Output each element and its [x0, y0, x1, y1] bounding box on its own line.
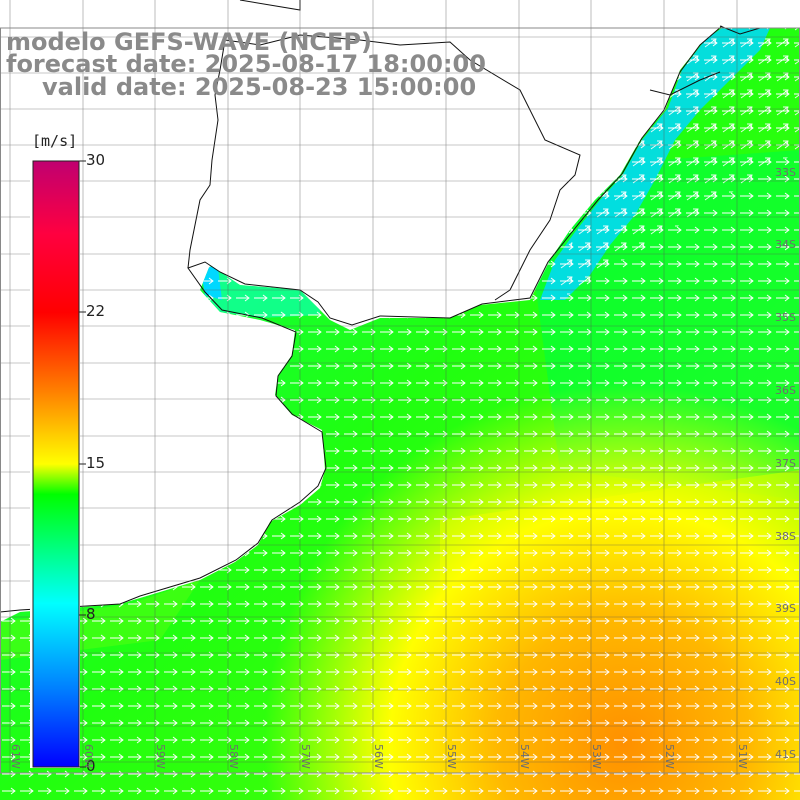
longitude-label: 61W — [9, 744, 22, 769]
longitude-label: 60W — [82, 744, 95, 769]
colorbar — [32, 160, 80, 768]
latitude-label: 40S — [775, 675, 796, 688]
colorbar-tick-label: 15 — [86, 454, 106, 472]
colorbar-tick-label: 30 — [86, 151, 106, 169]
colorbar-tick-label: 0 — [86, 757, 96, 775]
longitude-label: 56W — [372, 744, 385, 769]
graticule — [0, 0, 800, 775]
latitude-label: 36S — [775, 384, 796, 397]
latitude-label: 35S — [775, 311, 796, 324]
map-title: modelo GEFS-WAVE (NCEP) — [6, 28, 372, 56]
longitude-label: 55W — [445, 744, 458, 769]
colorbar-tick-label: 8 — [86, 605, 96, 623]
latitude-label: 41S — [775, 748, 796, 761]
latitude-label: 39S — [775, 602, 796, 615]
latitude-label: 37S — [775, 457, 796, 470]
longitude-label: 57W — [299, 744, 312, 769]
coastline — [0, 0, 761, 613]
colorbar-tick-marks — [79, 160, 86, 768]
longitude-label: 53W — [590, 744, 603, 769]
longitude-label: 51W — [736, 744, 749, 769]
latitude-label: 33S — [775, 166, 796, 179]
longitude-label: 54W — [518, 744, 531, 769]
colorbar-tick-label: 22 — [86, 302, 106, 320]
longitude-label: 59W — [154, 744, 167, 769]
latitude-label: 38S — [775, 530, 796, 543]
latitude-label: 34S — [775, 238, 796, 251]
colorbar-unit: [m/s] — [32, 132, 78, 150]
longitude-label: 58W — [227, 744, 240, 769]
longitude-label: 52W — [663, 744, 676, 769]
valid-date: valid date: 2025-08-23 15:00:00 — [42, 73, 477, 101]
forecast-date: forecast date: 2025-08-17 18:00:00 — [6, 50, 486, 78]
